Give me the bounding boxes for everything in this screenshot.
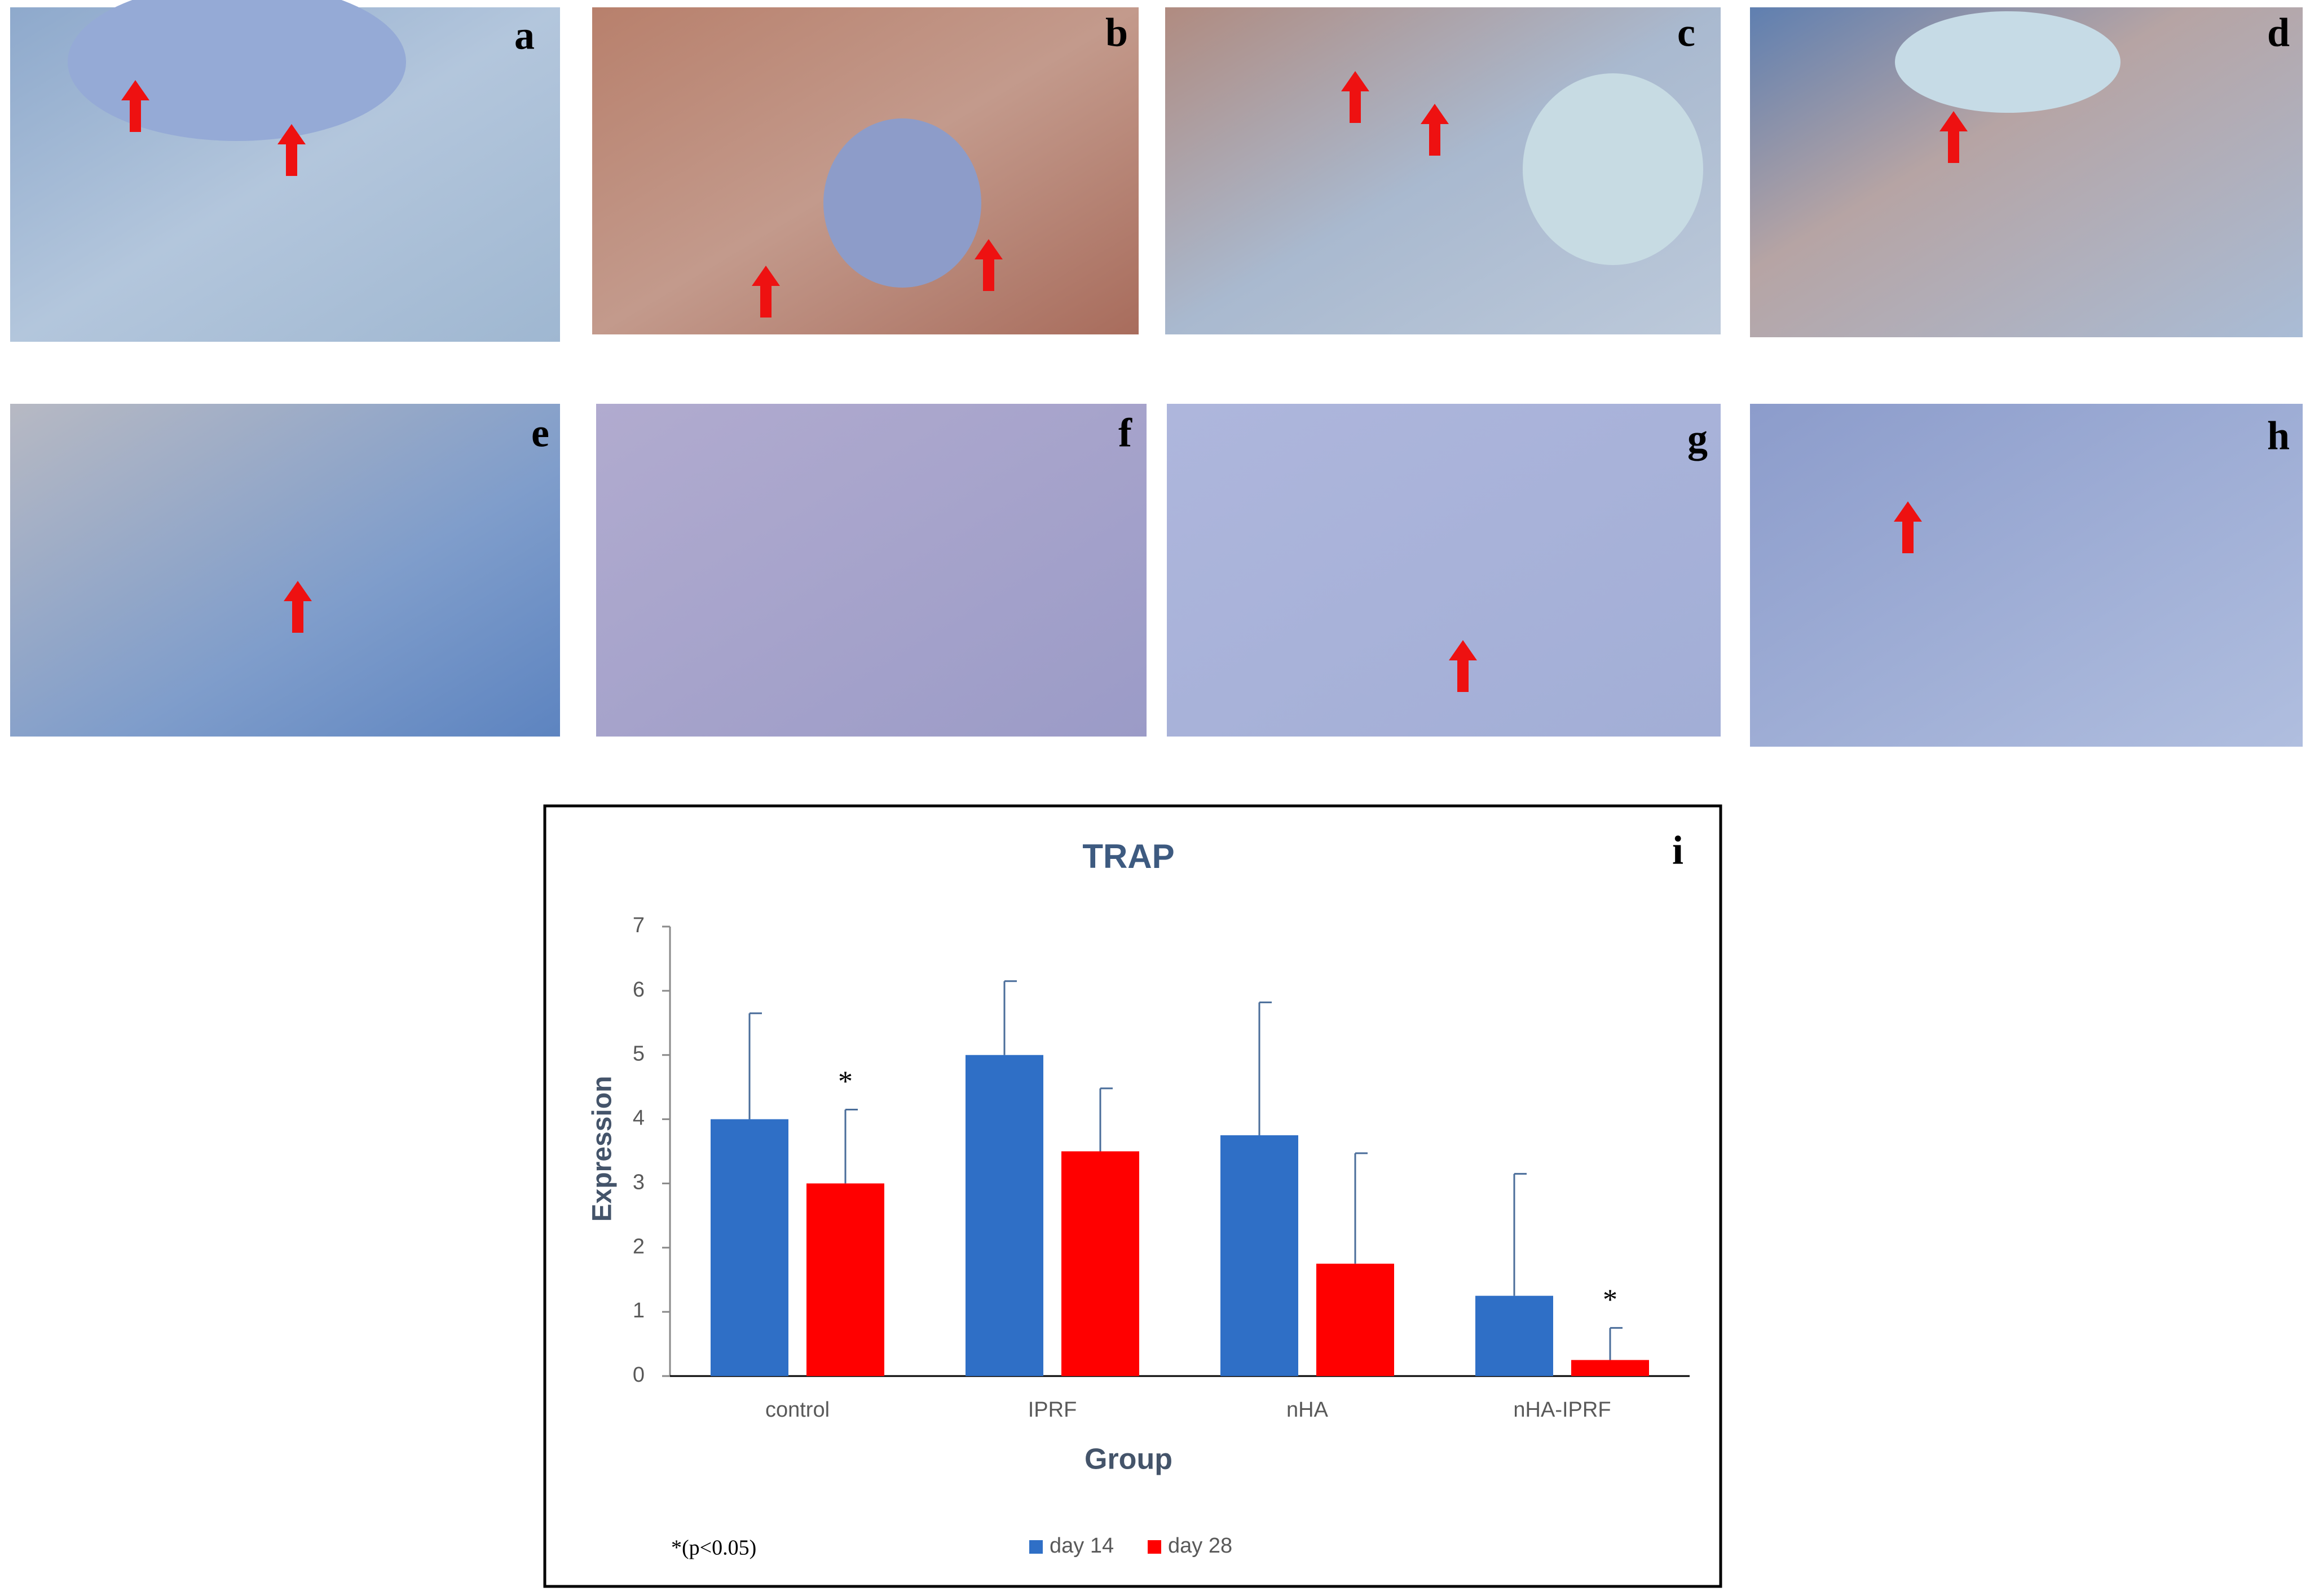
chart-title: TRAP — [1082, 837, 1174, 875]
bone-region — [68, 0, 406, 141]
y-tick-label: 7 — [633, 914, 645, 937]
error-bar — [1513, 1172, 1527, 1296]
micrograph — [596, 404, 1147, 737]
panel-label: i — [1672, 828, 1683, 873]
error-bar — [1258, 1001, 1272, 1136]
legend-label: day 28 — [1168, 1534, 1232, 1558]
bar — [966, 1055, 1043, 1376]
significance-marker: * — [1603, 1284, 1617, 1316]
bar — [711, 1119, 788, 1376]
bar — [1475, 1295, 1553, 1376]
bar — [806, 1183, 884, 1376]
x-tick-label: nHA-IPRF — [1513, 1398, 1611, 1422]
micrograph — [1750, 404, 2303, 747]
panel-label: e — [531, 411, 549, 456]
error-bar — [1003, 980, 1017, 1055]
x-tick-label: nHA — [1286, 1398, 1329, 1422]
panel-label: g — [1687, 416, 1708, 461]
error-bar — [1354, 1152, 1368, 1264]
y-tick-label: 0 — [633, 1363, 645, 1387]
bar — [1220, 1135, 1298, 1376]
bar — [1316, 1263, 1394, 1376]
legend-swatch — [1148, 1540, 1161, 1554]
x-tick-label: control — [765, 1398, 830, 1422]
panel-label: b — [1105, 10, 1128, 55]
x-axis-title: Group — [1085, 1443, 1172, 1476]
y-tick-label: 4 — [633, 1106, 645, 1130]
x-tick-label: IPRF — [1028, 1398, 1077, 1422]
micrographs: a b c d e f g h — [10, 0, 2303, 747]
legend-swatch — [1029, 1540, 1043, 1554]
error-bar — [748, 1012, 762, 1119]
micrograph — [1167, 404, 1721, 737]
significance-marker: * — [838, 1065, 853, 1097]
y-tick-label: 6 — [633, 978, 645, 1002]
bar — [1061, 1151, 1139, 1376]
micrograph — [10, 404, 560, 737]
note: *(p<0.05) — [671, 1536, 756, 1560]
error-bar — [1609, 1327, 1623, 1360]
panel-label: a — [514, 13, 535, 58]
error-bar — [844, 1108, 858, 1184]
y-tick-label: 1 — [633, 1299, 645, 1322]
space-region — [1895, 11, 2121, 113]
y-tick-label: 2 — [633, 1235, 645, 1258]
panel-label: h — [2267, 413, 2290, 458]
y-tick-label: 5 — [633, 1042, 645, 1066]
panel-label: d — [2267, 10, 2290, 55]
y-axis-title: Expression — [588, 1076, 618, 1222]
bone-region — [823, 118, 981, 288]
error-bar — [1099, 1087, 1113, 1152]
space-region — [1523, 73, 1703, 265]
y-tick-label: 3 — [633, 1170, 645, 1194]
bar — [1571, 1360, 1649, 1376]
legend-label: day 14 — [1050, 1534, 1114, 1558]
panel-label: f — [1118, 411, 1132, 456]
panel-label: c — [1677, 10, 1695, 55]
